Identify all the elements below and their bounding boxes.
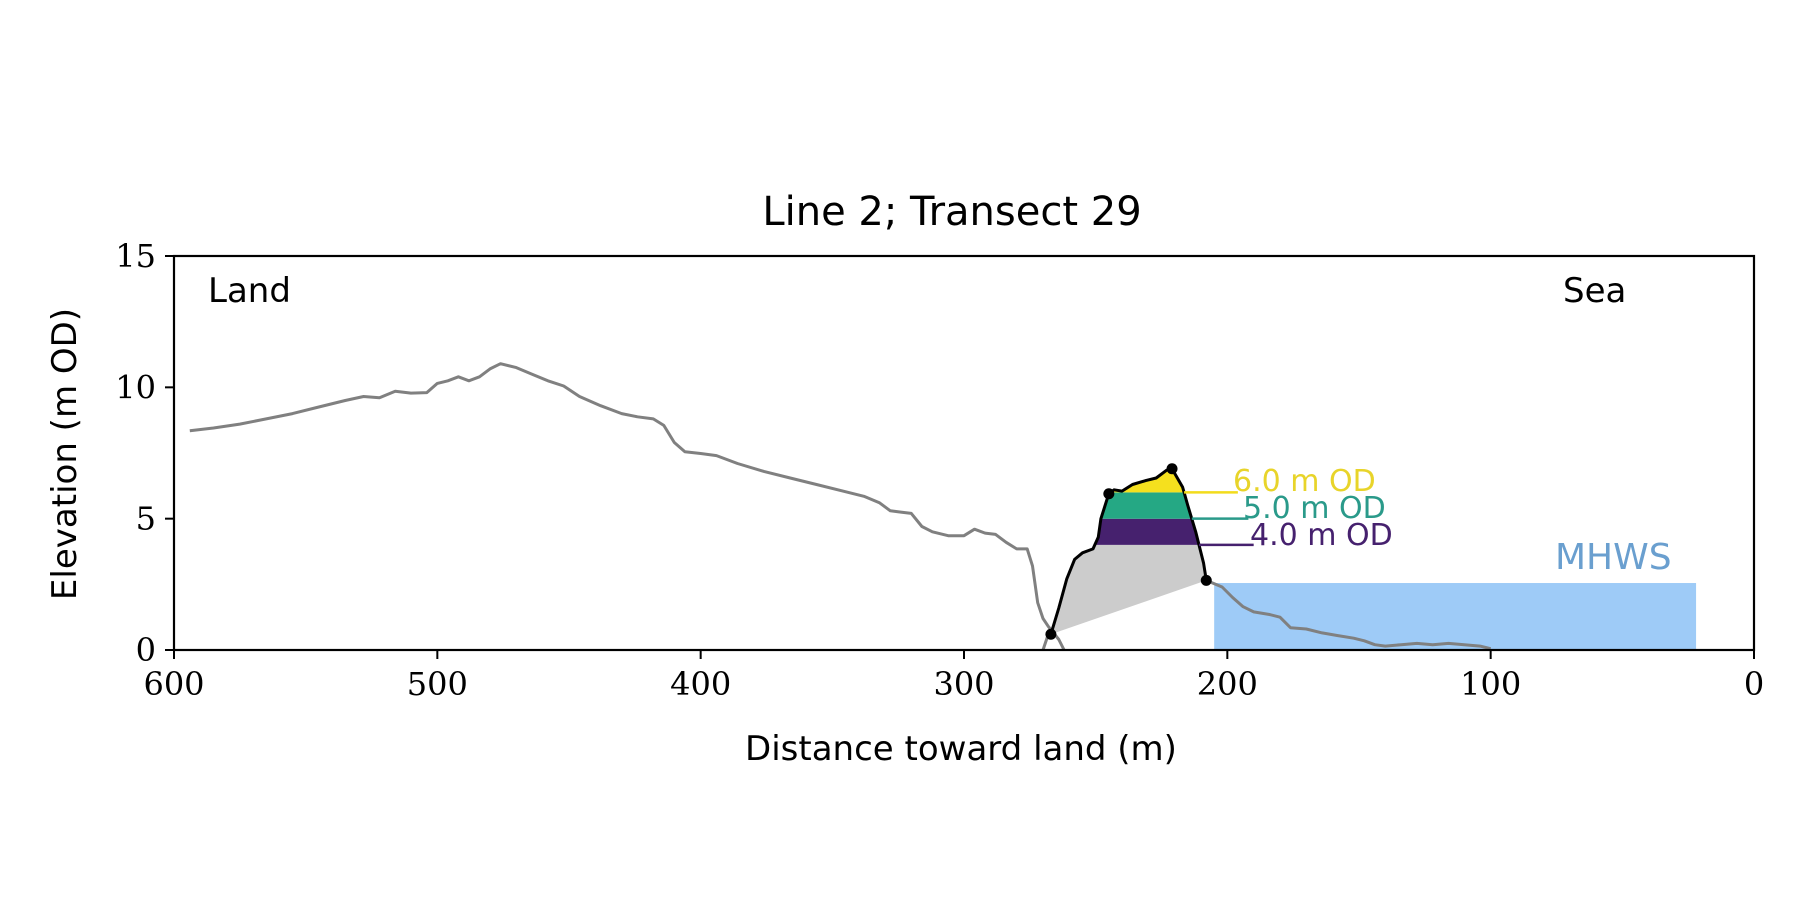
level-label-5: 5.0 m OD [1243,491,1386,526]
x-tick-label-4: 200 [1197,665,1258,703]
band-4-to-5 [1094,518,1199,545]
profile-line-2 [1205,579,1492,651]
y-ticks: 0 5 10 15 [115,237,174,669]
x-tick-label-0: 600 [143,665,204,703]
band-5-to-6 [1100,492,1192,519]
x-axis-label: Distance toward land (m) [745,729,1177,769]
y-tick-label-1: 5 [136,500,156,538]
key-point-3 [1200,574,1212,586]
x-tick-label-6: 0 [1744,665,1764,703]
y-tick-label-2: 10 [115,368,156,406]
land-annotation: Land [208,271,291,311]
level-label-4: 4.0 m OD [1250,518,1393,553]
sea-annotation: Sea [1563,271,1626,311]
x-tick-label-1: 500 [407,665,468,703]
mhws-layer [1214,583,1697,650]
key-point-0 [1045,628,1057,640]
mhws-label: MHWS [1555,537,1672,578]
x-ticks: 600 500 400 300 200 100 0 [143,650,1764,703]
level-label-6: 6.0 m OD [1233,464,1376,499]
below-level-fill [1050,544,1207,635]
y-tick-label-3: 15 [115,237,156,275]
dune-outline [1049,467,1208,635]
points-layer [1045,463,1212,640]
key-point-2 [1166,463,1178,475]
fill-layer [1050,468,1207,635]
profile-line-0 [189,362,1066,651]
y-axis-label: Elevation (m OD) [45,308,85,600]
x-tick-label-2: 400 [670,665,731,703]
x-tick-label-5: 100 [1460,665,1521,703]
mhws-band [1214,583,1697,650]
chart-title: Line 2; Transect 29 [762,189,1141,235]
level-lines-layer [1184,491,1254,547]
profile-layer [189,362,1492,651]
key-point-1 [1103,488,1115,500]
x-tick-label-3: 300 [933,665,994,703]
y-tick-label-0: 0 [136,631,156,669]
